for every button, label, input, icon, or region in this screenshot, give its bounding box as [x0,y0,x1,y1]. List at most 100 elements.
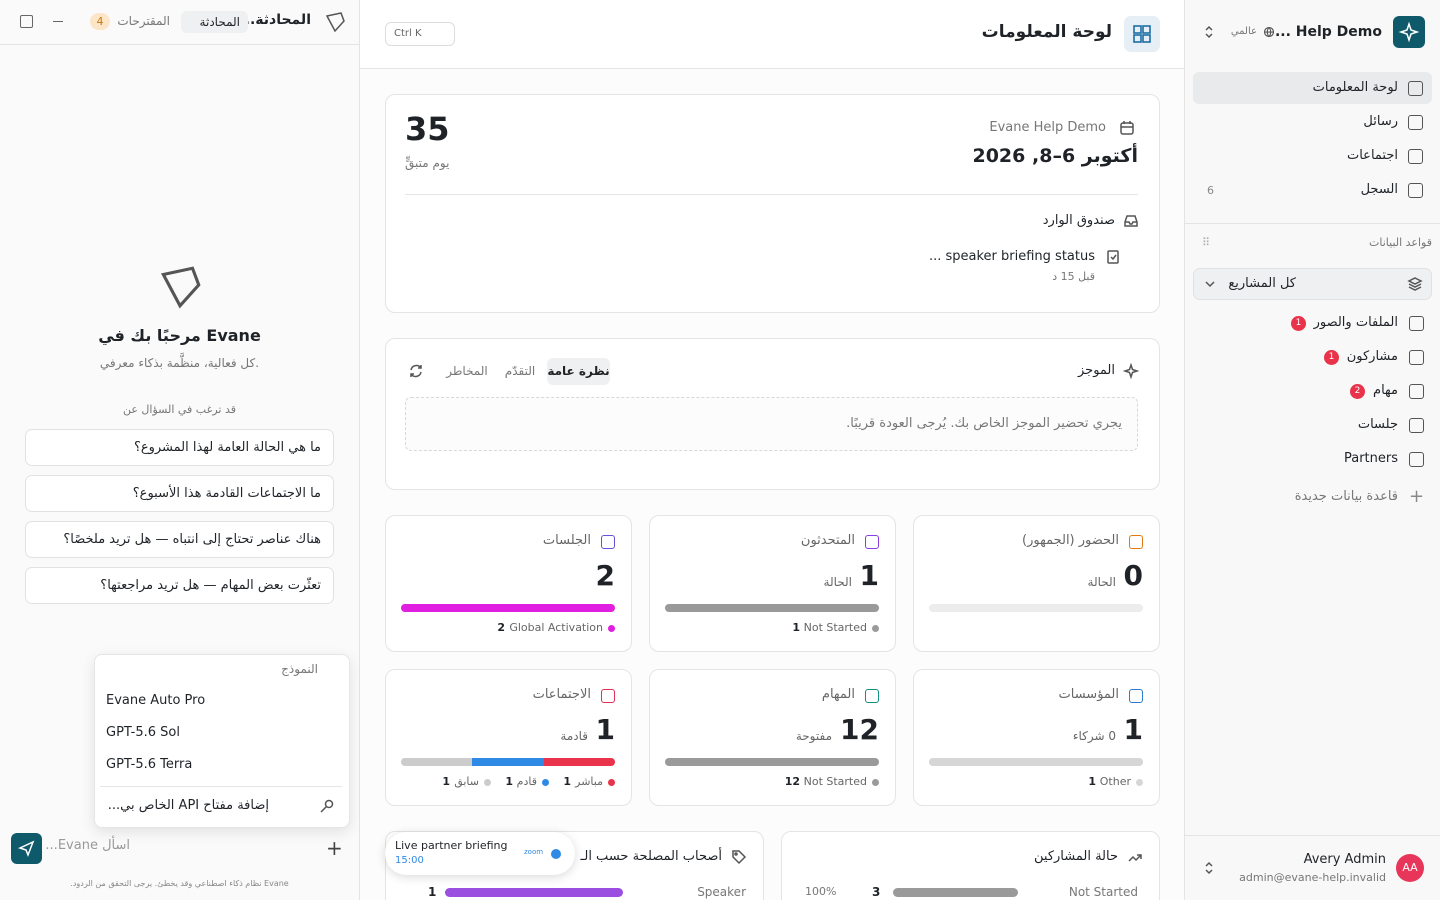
toast-time: 15:00 [395,855,424,866]
brief-placeholder [405,397,1138,451]
icon [1408,81,1423,96]
model-option[interactable]: GPT-5.6 Sol [106,725,180,740]
days-left-label: يوم متبقٍّ [405,156,450,170]
chat-title: المحادثة... [239,12,311,28]
suggestions-tab[interactable]: المقترحات [117,14,170,28]
expand-button[interactable] [20,15,33,28]
scope[interactable]: عالمي [1230,26,1257,37]
workspace-name[interactable]: ... Help Demo [1274,24,1382,40]
legend-dot [484,779,491,786]
page-icon [1124,16,1160,52]
stat-value: 12 [840,713,879,746]
stat-caption: قادمة [560,729,588,743]
nav-label: اجتماعات [1346,148,1398,163]
database-item[interactable]: الملفات والصور [1313,315,1398,330]
stat-title: المؤسسات [1058,687,1120,702]
sidebar [1184,0,1440,900]
inbox-item[interactable]: speaker briefing status ... [928,249,1095,264]
event-name: Evane Help Demo [989,120,1106,135]
legend-dot [872,625,879,632]
row-label: Speaker [697,885,746,899]
mode-select[interactable]: المحادثة [181,11,248,33]
send-button[interactable] [11,833,42,864]
minimize-button[interactable] [53,21,63,22]
brief-tab[interactable]: نظرة عامة [547,358,610,385]
attach-button[interactable]: + [326,836,343,860]
legend-dot [542,779,549,786]
stat-title: الحضور (الجمهور) [1022,533,1119,548]
icon [1408,183,1423,198]
stat-icon [1129,535,1143,549]
project-select[interactable] [1193,268,1432,300]
account-menu[interactable] [1201,860,1217,876]
nav-label: رسائل [1363,114,1398,129]
database-item[interactable]: مشاركون [1346,349,1398,364]
main-header [360,0,1184,69]
event-card [385,94,1160,313]
model-option[interactable]: GPT-5.6 Terra [106,757,193,772]
add-api-key[interactable]: إضافة مفتاح API الخاص بي... [107,798,269,813]
database-item[interactable]: Partners [1343,451,1398,466]
inbox-title: صندوق الوارد [1042,213,1115,228]
suggestion[interactable]: تعثّرت بعض المهام — هل تريد مراجعتها؟ [25,567,334,604]
row-bar [893,888,1018,897]
row-percent: 100% [805,885,837,898]
stat-caption: مفتوحة [795,729,832,743]
brief-tab[interactable]: المخاطر [446,364,488,378]
task-icon [1107,250,1119,264]
icon [1409,452,1424,467]
stat-icon [865,689,879,703]
progress-segment [665,758,879,766]
welcome-title: مرحبًا بك في Evane [98,326,261,345]
brief-message: يجري تحضير الموجز الخاص بك. يُرجى العودة… [846,416,1122,431]
plus-icon: + [1409,486,1425,507]
new-database[interactable]: قاعدة بيانات جديدة [1294,489,1398,504]
legend-label: Not Started [803,621,867,634]
nav-label: لوحة المعلومات [1312,80,1398,95]
database-item[interactable]: مهام [1373,383,1398,398]
search-button[interactable]: Ctrl K [385,22,455,46]
legend-count: 1 [442,775,450,788]
legend-label: سابق [454,775,479,788]
model-menu [94,654,350,828]
days-left: 35 [405,110,450,148]
participants-title: حالة المشاركين [1034,849,1118,864]
icon [1408,149,1423,164]
divider [100,786,342,787]
user-email: admin@evane-help.invalid [1239,871,1386,884]
legend-count: 12 [784,775,800,788]
layers-icon [1407,277,1423,291]
model-option[interactable]: Evane Auto Pro [106,693,206,708]
live-toast[interactable] [385,832,575,875]
chat-input[interactable]: اسأل Evane... [45,838,130,853]
inbox-time: قبل 15 د [1052,270,1095,283]
stat-caption: الحالة [823,575,852,589]
row-label: Not Started [1068,885,1138,899]
calendar-icon [1120,121,1134,135]
drag-handle[interactable]: ⠿ [1202,236,1211,249]
project-select-label: كل المشاريع [1228,276,1296,291]
nav-label: السجل [1360,182,1398,197]
suggestion[interactable]: هناك عناصر تحتاج إلى انتباه — هل تريد مل… [25,521,334,558]
suggestion[interactable]: ما هي الحالة العامة لهذا المشروع؟ [25,429,334,466]
brief-tab[interactable]: التقدّم [504,364,536,378]
stat-value: 0 [1123,559,1143,592]
stat-icon [601,535,615,549]
icon [1408,115,1423,130]
divider [1185,835,1440,836]
tagline: كل فعالية، منظَّمة بذكاء معرفي. [99,356,260,370]
suggestion[interactable]: ما الاجتماعات القادمة هذا الأسبوع؟ [25,475,334,512]
nav-item[interactable] [1193,72,1432,104]
logo [325,12,345,33]
badge: 2 [1350,384,1365,399]
legend-dot [872,779,879,786]
page-title: لوحة المعلومات [981,22,1112,42]
switch-icon[interactable] [1201,24,1217,40]
shortcut: Ctrl K [394,28,422,39]
databases-title: قواعد البيانات [1369,236,1432,249]
database-item[interactable]: جلسات [1357,417,1398,432]
refresh-button[interactable] [408,363,424,379]
row-count: 1 [428,885,437,899]
stat-caption: 0 شركاء [1072,729,1116,743]
